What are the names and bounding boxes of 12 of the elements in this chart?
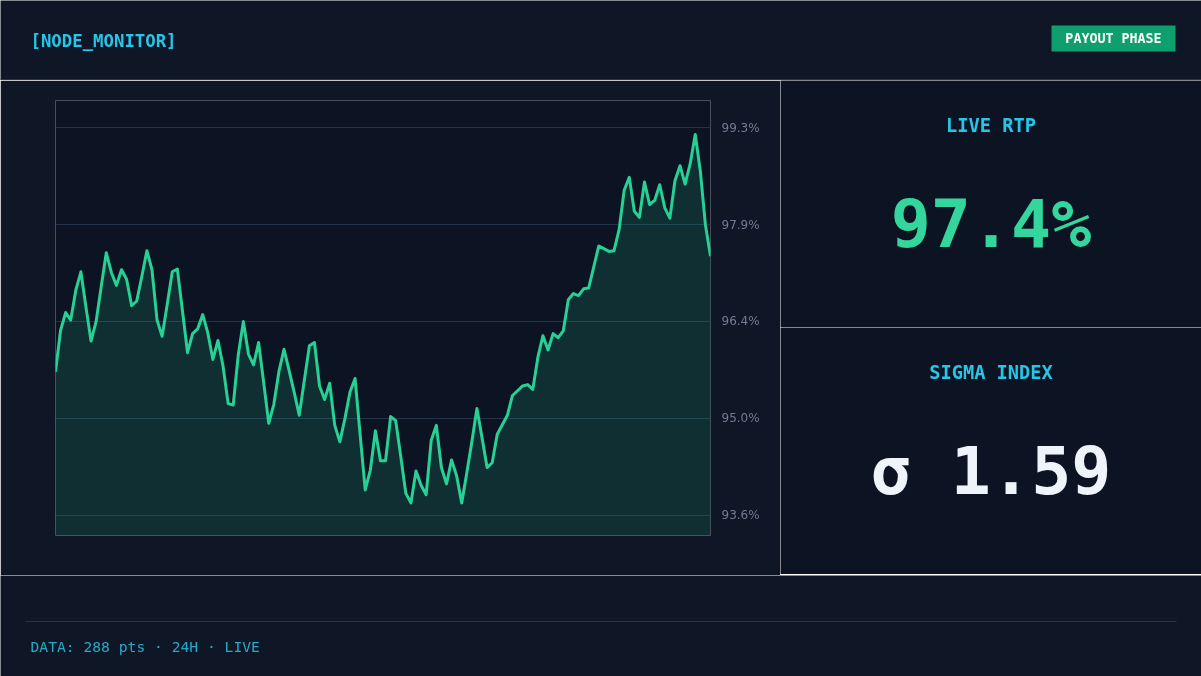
chart-title: [NODE_MONITOR] [30, 30, 177, 51]
y-tick-label: 96.4% [721, 314, 760, 329]
y-tick-label: 97.9% [721, 217, 760, 232]
text: LIVE RTP [946, 115, 1036, 136]
text: σ 1.59 [870, 432, 1112, 510]
y-tick-label: 99.3% [721, 120, 760, 135]
text: DATA: 288 pts · 24H · LIVE [30, 638, 260, 655]
text: 97.4% [890, 185, 1092, 263]
y-tick-label: 95.0% [721, 411, 760, 426]
text: SIGMA INDEX [929, 362, 1053, 383]
text: PAYOUT PHASE [1065, 31, 1162, 46]
y-tick-label: 93.6% [721, 508, 760, 523]
